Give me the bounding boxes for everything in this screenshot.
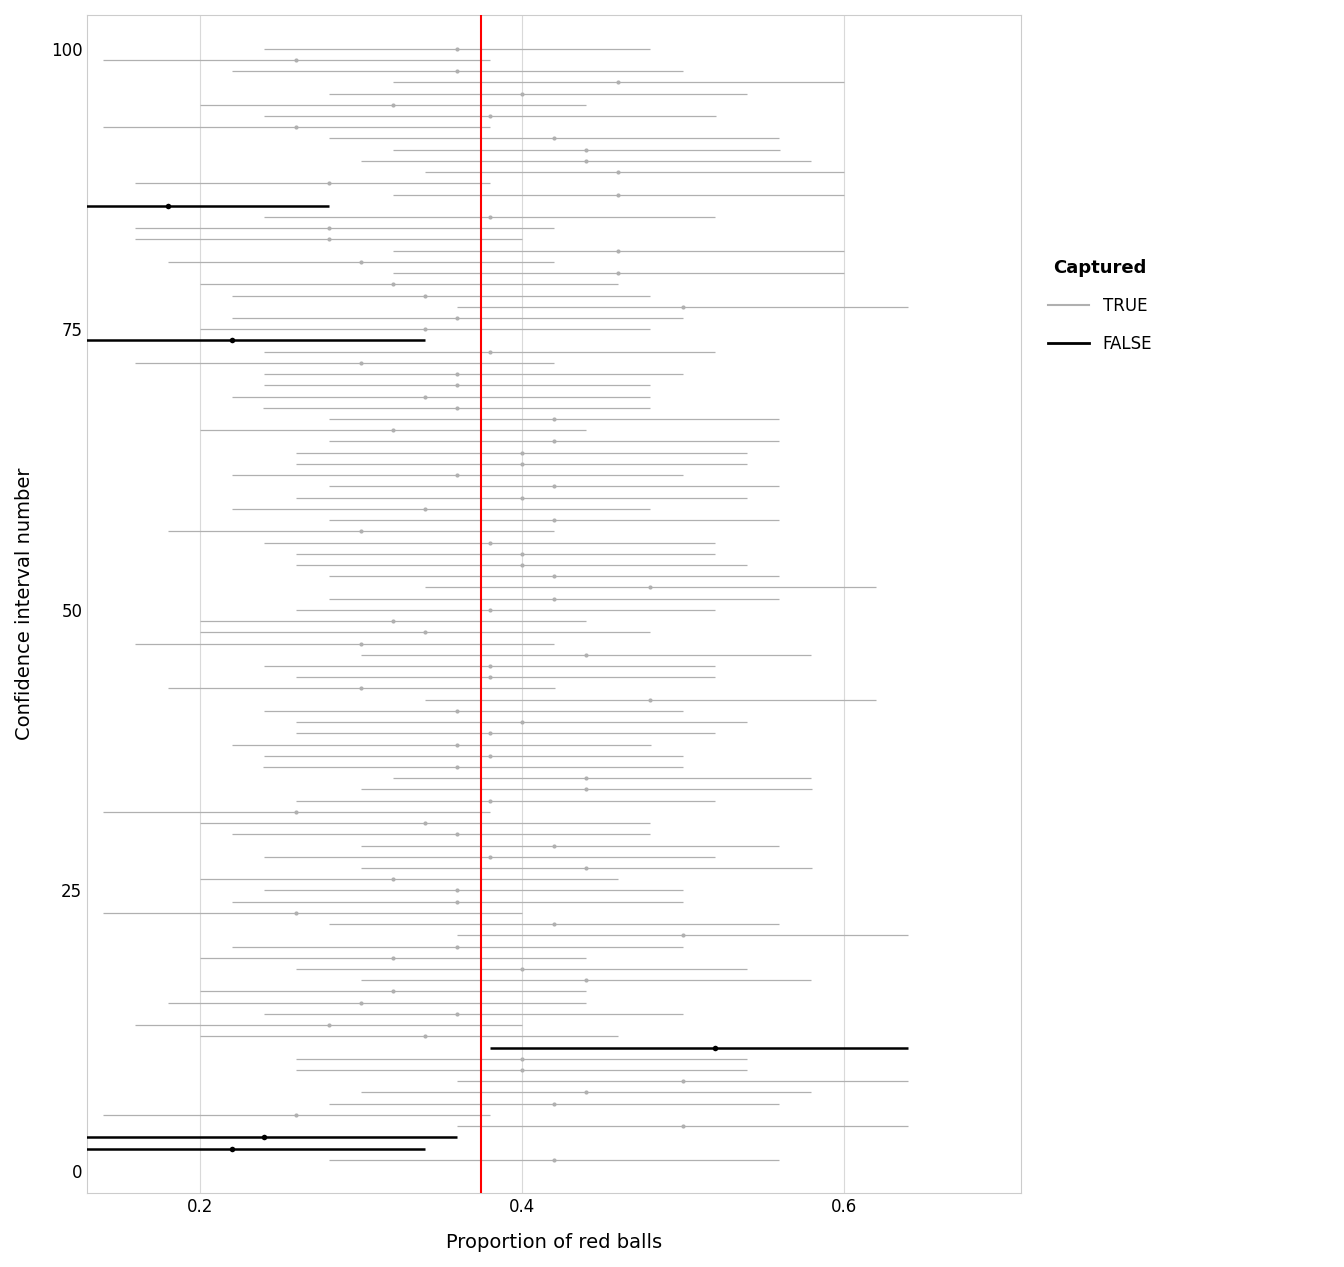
Legend: TRUE, FALSE: TRUE, FALSE xyxy=(1047,258,1152,353)
X-axis label: Proportion of red balls: Proportion of red balls xyxy=(446,1233,663,1252)
Y-axis label: Confidence interval number: Confidence interval number xyxy=(15,468,34,740)
